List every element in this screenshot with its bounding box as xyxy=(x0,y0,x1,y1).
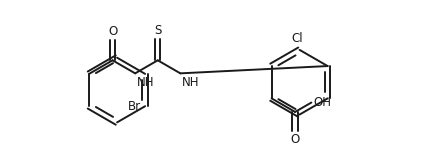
Text: S: S xyxy=(154,24,161,37)
Text: NH: NH xyxy=(182,77,199,89)
Text: O: O xyxy=(290,133,300,146)
Text: OH: OH xyxy=(313,96,331,109)
Text: Cl: Cl xyxy=(291,32,303,45)
Text: O: O xyxy=(108,25,117,38)
Text: Br: Br xyxy=(128,100,141,113)
Text: NH: NH xyxy=(137,77,154,89)
